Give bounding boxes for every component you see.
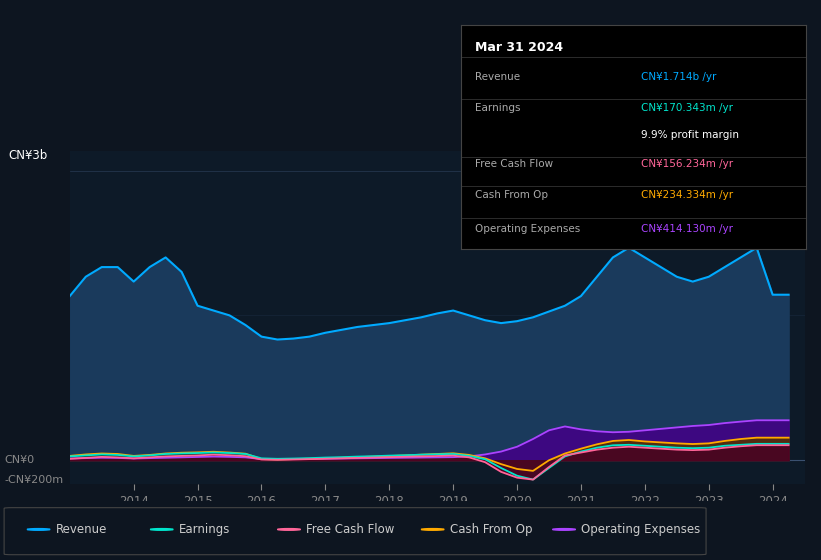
Text: CN¥156.234m /yr: CN¥156.234m /yr xyxy=(640,159,733,169)
Text: CN¥414.130m /yr: CN¥414.130m /yr xyxy=(640,224,732,234)
Text: Earnings: Earnings xyxy=(179,523,231,536)
Text: CN¥1.714b /yr: CN¥1.714b /yr xyxy=(640,72,716,82)
Circle shape xyxy=(277,529,300,530)
Circle shape xyxy=(27,529,50,530)
Text: Cash From Op: Cash From Op xyxy=(475,190,548,200)
Text: Earnings: Earnings xyxy=(475,103,521,113)
Text: Mar 31 2024: Mar 31 2024 xyxy=(475,41,563,54)
Text: Operating Expenses: Operating Expenses xyxy=(581,523,700,536)
Circle shape xyxy=(150,529,173,530)
Text: Free Cash Flow: Free Cash Flow xyxy=(306,523,395,536)
Text: CN¥234.334m /yr: CN¥234.334m /yr xyxy=(640,190,733,200)
Text: Revenue: Revenue xyxy=(475,72,521,82)
Text: Cash From Op: Cash From Op xyxy=(450,523,532,536)
Text: Free Cash Flow: Free Cash Flow xyxy=(475,159,553,169)
Text: 9.9% profit margin: 9.9% profit margin xyxy=(640,130,739,140)
Text: Revenue: Revenue xyxy=(56,523,108,536)
Text: -CN¥200m: -CN¥200m xyxy=(4,474,63,484)
Text: CN¥0: CN¥0 xyxy=(4,455,34,465)
Circle shape xyxy=(421,529,444,530)
Text: CN¥170.343m /yr: CN¥170.343m /yr xyxy=(640,103,732,113)
Text: Operating Expenses: Operating Expenses xyxy=(475,224,580,234)
Text: CN¥3b: CN¥3b xyxy=(8,149,48,162)
Circle shape xyxy=(553,529,576,530)
